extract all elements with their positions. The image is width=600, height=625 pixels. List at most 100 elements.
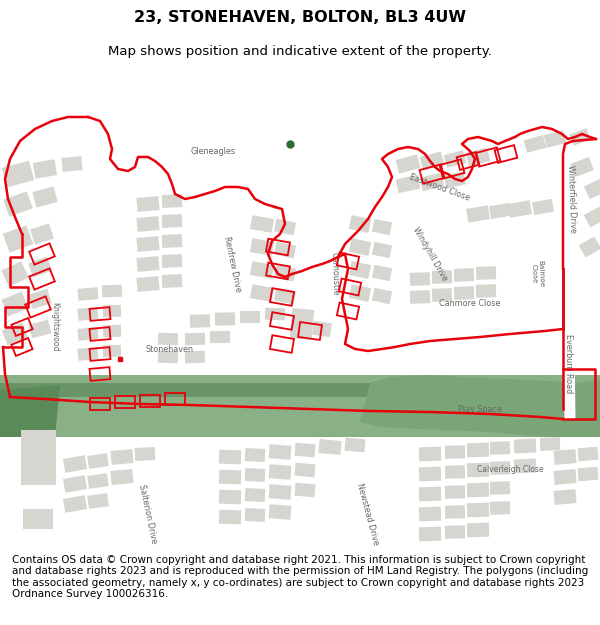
Bar [467, 482, 489, 498]
Bar [266, 262, 290, 279]
Bar [410, 290, 430, 304]
Text: Renfrew Drive: Renfrew Drive [221, 235, 242, 292]
Bar [467, 503, 489, 518]
Bar [165, 393, 185, 405]
Bar [29, 268, 55, 289]
Bar [514, 438, 536, 454]
Bar [1, 261, 29, 287]
Bar [467, 462, 489, 478]
Bar [467, 442, 489, 458]
Bar [136, 276, 160, 292]
Text: Balmoe
Close: Balmoe Close [530, 260, 544, 288]
Bar [553, 469, 577, 485]
Bar [29, 319, 52, 338]
Bar [32, 186, 58, 208]
Bar [23, 509, 53, 529]
Text: Canmore Close: Canmore Close [439, 299, 500, 309]
Polygon shape [319, 153, 351, 364]
Bar [372, 288, 392, 304]
Bar [77, 347, 98, 361]
Bar [476, 284, 496, 298]
Bar [136, 256, 160, 272]
Text: Eastwood Close: Eastwood Close [409, 172, 472, 202]
Bar [457, 152, 479, 170]
Bar [87, 493, 109, 509]
Bar [270, 335, 294, 352]
Bar [290, 308, 314, 340]
Bar [419, 467, 441, 481]
Bar [419, 151, 445, 171]
Bar [419, 164, 445, 184]
Bar [266, 239, 290, 255]
Bar [110, 449, 134, 465]
Bar [269, 504, 292, 520]
Bar [103, 345, 121, 358]
Bar [89, 367, 110, 381]
Bar [161, 274, 182, 288]
Bar [570, 157, 594, 177]
Bar [579, 236, 600, 258]
Bar [89, 327, 110, 341]
Bar [185, 332, 205, 346]
Bar [539, 437, 560, 451]
Bar [103, 305, 121, 318]
Bar [29, 243, 55, 264]
Bar [63, 455, 87, 472]
Bar [245, 488, 265, 502]
Bar [337, 253, 359, 269]
Polygon shape [0, 383, 600, 397]
Bar [161, 234, 182, 248]
Bar [274, 242, 296, 258]
Bar [115, 396, 135, 408]
Bar [577, 447, 599, 461]
Bar [419, 447, 441, 461]
Bar [577, 467, 599, 481]
Bar [2, 322, 28, 345]
Bar [103, 325, 121, 338]
Text: Windyhill Drive: Windyhill Drive [411, 226, 449, 282]
Bar [344, 438, 365, 452]
Bar [494, 145, 517, 163]
Bar [443, 150, 466, 168]
Bar [339, 279, 361, 296]
Bar [274, 219, 296, 236]
Bar [372, 265, 392, 281]
Text: Calverleigh Close: Calverleigh Close [476, 464, 544, 474]
Text: Map shows position and indicative extent of the property.: Map shows position and indicative extent… [108, 45, 492, 58]
Text: Carnoustie: Carnoustie [330, 252, 340, 296]
Bar [2, 161, 34, 188]
Bar [87, 453, 109, 469]
Bar [134, 447, 155, 461]
Bar [476, 148, 500, 167]
Bar [250, 238, 274, 256]
Bar [161, 254, 182, 268]
Bar [269, 464, 292, 480]
Bar [466, 148, 490, 167]
Bar [489, 203, 511, 219]
Bar [544, 130, 566, 148]
Polygon shape [326, 455, 415, 550]
Bar [250, 284, 274, 302]
Bar [454, 286, 474, 300]
Text: Salterion Drive: Salterion Drive [137, 484, 158, 544]
Bar [190, 314, 210, 328]
Bar [454, 268, 474, 282]
Bar [63, 495, 87, 512]
Bar [295, 462, 316, 478]
Bar [20, 429, 56, 484]
Bar [270, 312, 294, 330]
Bar [444, 172, 466, 188]
Bar [490, 501, 510, 515]
Bar [77, 287, 98, 301]
Bar [161, 194, 182, 208]
Bar [245, 448, 265, 462]
Bar [476, 266, 496, 280]
Bar [158, 332, 178, 346]
Bar [445, 445, 465, 459]
Bar [3, 226, 33, 253]
Bar [372, 242, 392, 258]
Bar [219, 509, 241, 524]
Bar [3, 191, 33, 217]
Bar [295, 482, 316, 498]
Bar [240, 311, 260, 323]
